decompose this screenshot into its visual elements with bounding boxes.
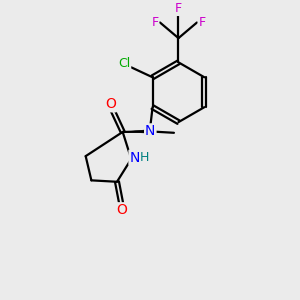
Text: N: N [145, 124, 155, 138]
Text: F: F [199, 16, 206, 29]
Text: H: H [140, 151, 149, 164]
Text: Cl: Cl [118, 57, 130, 70]
Text: O: O [105, 97, 116, 111]
Text: F: F [151, 16, 158, 29]
Text: N: N [130, 151, 140, 165]
Text: O: O [116, 203, 127, 217]
Text: F: F [175, 2, 182, 15]
Polygon shape [123, 130, 150, 133]
